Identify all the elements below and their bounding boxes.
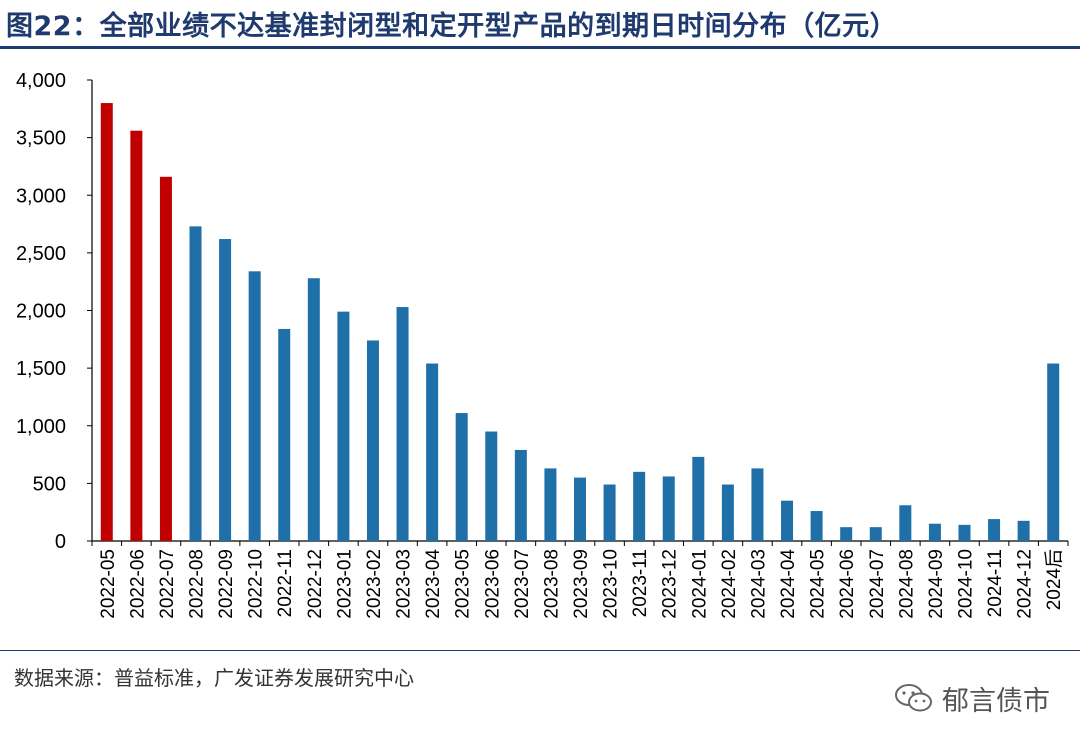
y-tick-label: 3,500: [16, 128, 66, 150]
bar: [869, 527, 882, 541]
y-tick-label: 1,000: [16, 416, 66, 438]
x-tick-label: 2024-12: [1015, 549, 1036, 619]
watermark-label: 郁言债市: [942, 685, 1050, 717]
x-tick-label: 2023-12: [660, 549, 681, 619]
x-tick-label: 2024-03: [748, 549, 769, 619]
x-tick-label: 2023-11: [630, 549, 651, 617]
x-tick-label: 2022-11: [275, 549, 296, 617]
x-tick-label: 2023-03: [394, 549, 415, 619]
x-tick-label: 2024-01: [689, 549, 710, 619]
x-tick-label: 2022-06: [127, 549, 148, 619]
bar: [603, 484, 616, 541]
bar: [1047, 363, 1060, 541]
x-tick-label: 2024-07: [867, 549, 888, 619]
x-tick-label: 2023-09: [571, 549, 592, 619]
bar: [928, 523, 941, 541]
bar: [810, 511, 823, 541]
x-tick-label: 2024-08: [896, 549, 917, 619]
x-tick-label: 2024-02: [719, 549, 740, 619]
bar: [485, 431, 498, 541]
bar: [781, 500, 794, 541]
bar: [1017, 520, 1030, 541]
watermark: 郁言债市: [894, 680, 1050, 717]
x-tick-label: 2023-10: [601, 549, 622, 619]
bar: [189, 226, 202, 541]
x-tick-label: 2024-06: [837, 549, 858, 619]
wechat-icon: [895, 684, 932, 712]
bar: [130, 130, 143, 541]
bar: [958, 524, 971, 541]
chart-area: 0 500 1,000 1,500 2,000 2,500 3,000 3,500 4,000 2…: [0, 52, 1080, 650]
x-tick-label: 2024-05: [808, 549, 829, 619]
bar: [692, 456, 705, 541]
y-tick-label: 500: [33, 473, 66, 495]
bar: [840, 527, 853, 541]
bar: [248, 271, 261, 541]
footer-divider: [0, 650, 1080, 651]
bar: [159, 176, 172, 541]
bar-chart: 0 500 1,000 1,500 2,000 2,500 3,000 3,500 4,000 2…: [16, 70, 1069, 619]
source-note: 数据来源：普益标准，广发证券发展研究中心: [14, 666, 414, 690]
x-tick-label: 2023-02: [364, 549, 385, 619]
bar: [988, 519, 1001, 541]
bar: [899, 505, 912, 541]
x-tick-label: 2022-08: [187, 549, 208, 619]
x-tick-label: 2022-12: [305, 549, 326, 619]
x-tick-label: 2023-06: [482, 549, 503, 619]
x-tick-label: 2022-10: [246, 549, 267, 619]
y-tick-label: 2,000: [16, 301, 66, 323]
x-tick-label: 2022-07: [157, 549, 178, 619]
y-tick-label: 1,500: [16, 358, 66, 380]
bar: [337, 311, 350, 541]
bar: [662, 476, 675, 541]
bar: [100, 103, 113, 542]
x-tick-label: 2024-09: [926, 549, 947, 619]
x-tick-label: 2022-09: [216, 549, 237, 619]
bar: [721, 484, 734, 541]
bar: [574, 477, 586, 541]
y-tick-label: 2,500: [16, 243, 66, 265]
x-tick-label: 2023-05: [453, 549, 474, 619]
bar: [544, 468, 557, 541]
x-tick-label: 2022-05: [98, 549, 119, 619]
bar: [426, 363, 439, 541]
x-tick-label: 2023-07: [512, 549, 533, 619]
x-tick-label: 2023-01: [334, 549, 355, 619]
bar: [396, 307, 409, 541]
x-tick-label: 2024-10: [955, 549, 976, 619]
chart-title: 图22：全部业绩不达基准封闭型和定开型产品的到期日时间分布（亿元）: [6, 11, 898, 42]
bar: [455, 413, 468, 541]
title-bar: 图22：全部业绩不达基准封闭型和定开型产品的到期日时间分布（亿元）: [0, 0, 1080, 49]
x-tick-label: 2023-08: [541, 549, 562, 619]
bar: [307, 278, 320, 541]
bar: [278, 328, 291, 541]
bar: [514, 449, 527, 541]
bar: [219, 239, 232, 542]
bar: [366, 340, 379, 541]
x-tick-label: 2024后: [1043, 549, 1065, 610]
y-tick-label: 3,000: [16, 185, 66, 207]
y-tick-label: 4,000: [16, 70, 66, 92]
x-tick-label: 2023-04: [423, 549, 444, 619]
title-divider: [0, 46, 1080, 49]
x-tick-label: 2024-04: [778, 549, 799, 619]
bar: [751, 468, 764, 541]
bar: [633, 471, 646, 541]
y-tick-label: 0: [55, 531, 66, 553]
x-tick-label: 2024-11: [985, 549, 1006, 617]
